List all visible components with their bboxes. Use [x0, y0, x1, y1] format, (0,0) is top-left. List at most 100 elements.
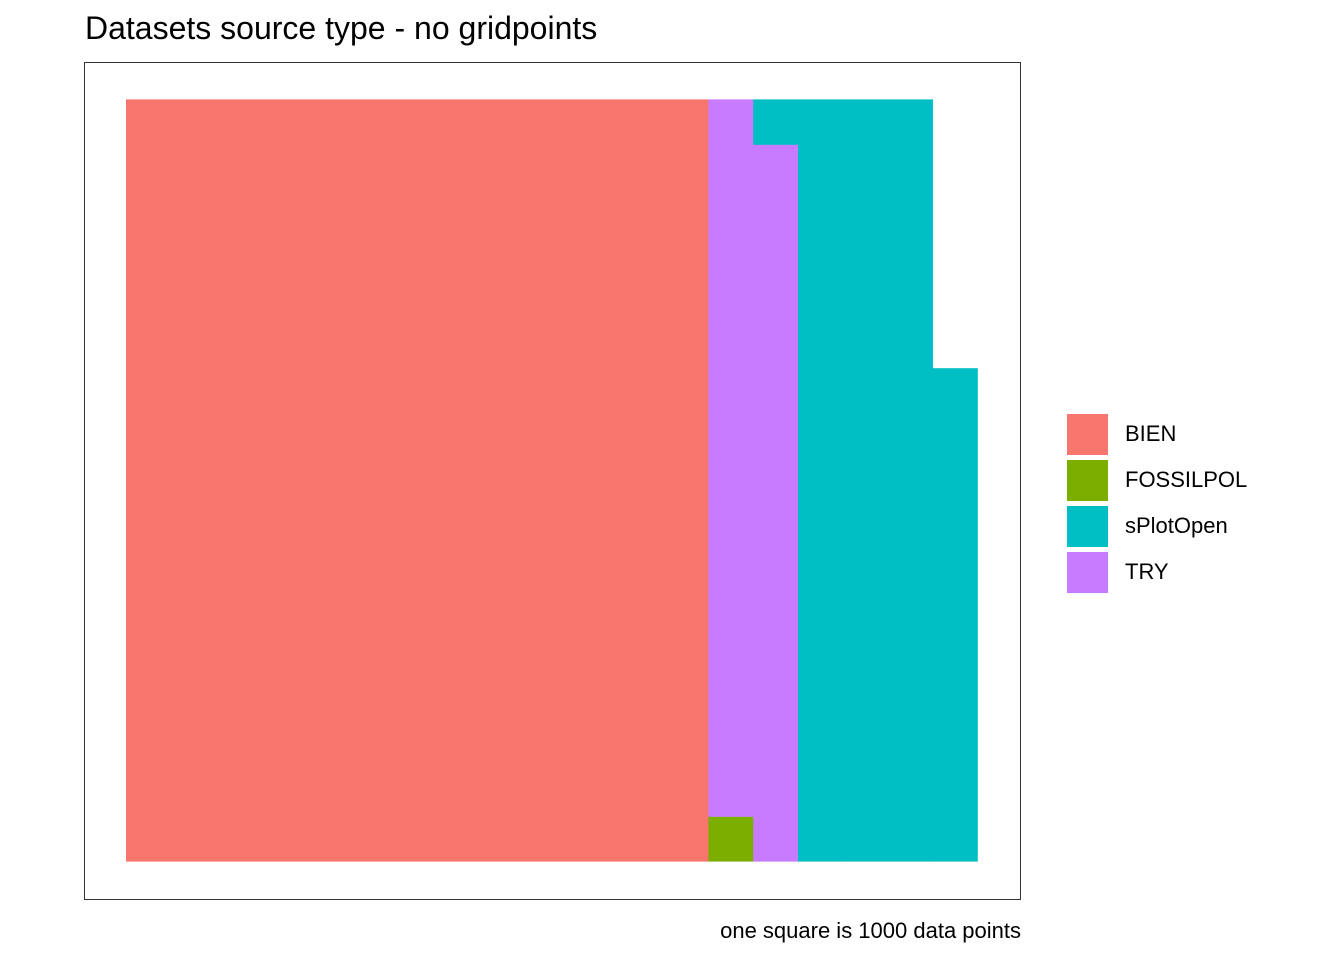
- legend-key-splotopen: [1067, 505, 1108, 547]
- waffle-square-bien: [215, 726, 261, 772]
- waffle-square-bien: [126, 233, 172, 280]
- legend-label-splotopen: sPlotOpen: [1125, 513, 1228, 538]
- waffle-square-splotopen: [932, 681, 978, 728]
- waffle-square-bien: [305, 816, 351, 862]
- waffle-square-bien: [529, 681, 575, 728]
- waffle-square-bien: [394, 233, 441, 280]
- waffle-square-splotopen: [842, 189, 889, 235]
- waffle-square-splotopen: [842, 278, 889, 324]
- waffle-square-bien: [439, 323, 485, 369]
- legend-item-bien: BIEN: [1067, 411, 1247, 457]
- waffle-square-bien: [663, 99, 709, 145]
- waffle-square-bien: [350, 681, 396, 728]
- waffle-square-splotopen: [887, 368, 933, 414]
- waffle-square-bien: [439, 547, 485, 593]
- waffle-square-bien: [618, 771, 665, 817]
- waffle-square-bien: [529, 547, 575, 593]
- waffle-square-bien: [215, 771, 261, 817]
- waffle-square-bien: [394, 144, 441, 190]
- waffle-square-bien: [439, 592, 485, 638]
- waffle-square-splotopen: [798, 368, 844, 414]
- waffle-square-bien: [170, 99, 217, 145]
- waffle-square-splotopen: [887, 144, 933, 190]
- waffle-square-bien: [305, 547, 351, 593]
- waffle-square-try: [708, 592, 754, 638]
- waffle-square-bien: [663, 144, 709, 190]
- waffle-square-bien: [663, 771, 709, 817]
- waffle-square-try: [708, 233, 754, 280]
- waffle-square-bien: [484, 681, 530, 728]
- waffle-square-splotopen: [842, 726, 889, 772]
- waffle-square-bien: [618, 189, 665, 235]
- waffle-square-try: [708, 189, 754, 235]
- waffle-square-splotopen: [887, 681, 933, 728]
- waffle-square-splotopen: [842, 681, 889, 728]
- waffle-square-splotopen: [887, 457, 933, 504]
- waffle-square-bien: [305, 457, 351, 504]
- waffle-square-bien: [663, 637, 709, 683]
- waffle-square-bien: [663, 816, 709, 862]
- waffle-square-bien: [618, 99, 665, 145]
- waffle-square-bien: [663, 592, 709, 638]
- waffle-square-bien: [663, 413, 709, 459]
- waffle-square-splotopen: [887, 547, 933, 593]
- waffle-square-bien: [350, 278, 396, 324]
- waffle-square-try: [708, 502, 754, 548]
- legend-label-bien: BIEN: [1125, 421, 1177, 446]
- waffle-square-splotopen: [932, 368, 978, 414]
- waffle-square-splotopen: [887, 189, 933, 235]
- waffle-square-splotopen: [842, 323, 889, 369]
- waffle-square-bien: [170, 278, 217, 324]
- chart-caption: one square is 1000 data points: [720, 918, 1021, 943]
- legend-item-splotopen: sPlotOpen: [1067, 503, 1247, 549]
- waffle-square-bien: [618, 368, 665, 414]
- waffle-square-bien: [126, 368, 172, 414]
- waffle-square-bien: [126, 99, 172, 145]
- waffle-square-bien: [394, 726, 441, 772]
- waffle-square-bien: [529, 323, 575, 369]
- waffle-square-splotopen: [842, 502, 889, 548]
- waffle-square-bien: [394, 681, 441, 728]
- waffle-square-bien: [484, 233, 530, 280]
- waffle-square-splotopen: [887, 592, 933, 638]
- legend-key-bien: [1067, 413, 1108, 455]
- waffle-square-bien: [126, 323, 172, 369]
- waffle-square-bien: [170, 637, 217, 683]
- waffle-square-try: [708, 368, 754, 414]
- waffle-square-splotopen: [798, 681, 844, 728]
- waffle-square-bien: [394, 502, 441, 548]
- waffle-square-bien: [484, 637, 530, 683]
- waffle-square-splotopen: [932, 502, 978, 548]
- waffle-square-bien: [260, 457, 306, 504]
- waffle-square-bien: [439, 681, 485, 728]
- legend-key-try: [1067, 551, 1108, 593]
- waffle-square-bien: [170, 681, 217, 728]
- plot-panel-border: [84, 62, 1021, 900]
- waffle-square-bien: [394, 816, 441, 862]
- waffle-square-splotopen: [798, 771, 844, 817]
- waffle-square-splotopen: [932, 413, 978, 459]
- waffle-square-bien: [484, 413, 530, 459]
- waffle-square-bien: [439, 637, 485, 683]
- waffle-square-bien: [439, 502, 485, 548]
- waffle-square-bien: [439, 189, 485, 235]
- waffle-square-bien: [350, 99, 396, 145]
- waffle-square-splotopen: [842, 99, 889, 145]
- waffle-square-splotopen: [932, 726, 978, 772]
- waffle-square-bien: [484, 547, 530, 593]
- waffle-square-splotopen: [842, 637, 889, 683]
- waffle-squares: [126, 99, 978, 862]
- waffle-square-try: [753, 771, 799, 817]
- waffle-square-bien: [663, 189, 709, 235]
- waffle-square-bien: [439, 816, 485, 862]
- waffle-square-bien: [618, 413, 665, 459]
- waffle-square-splotopen: [798, 413, 844, 459]
- waffle-square-splotopen: [932, 457, 978, 504]
- waffle-square-bien: [215, 413, 261, 459]
- waffle-square-bien: [260, 637, 306, 683]
- legend-item-fossilpol: FOSSILPOL: [1067, 457, 1247, 503]
- waffle-square-bien: [170, 413, 217, 459]
- waffle-square-bien: [260, 681, 306, 728]
- waffle-square-bien: [350, 189, 396, 235]
- waffle-square-bien: [529, 502, 575, 548]
